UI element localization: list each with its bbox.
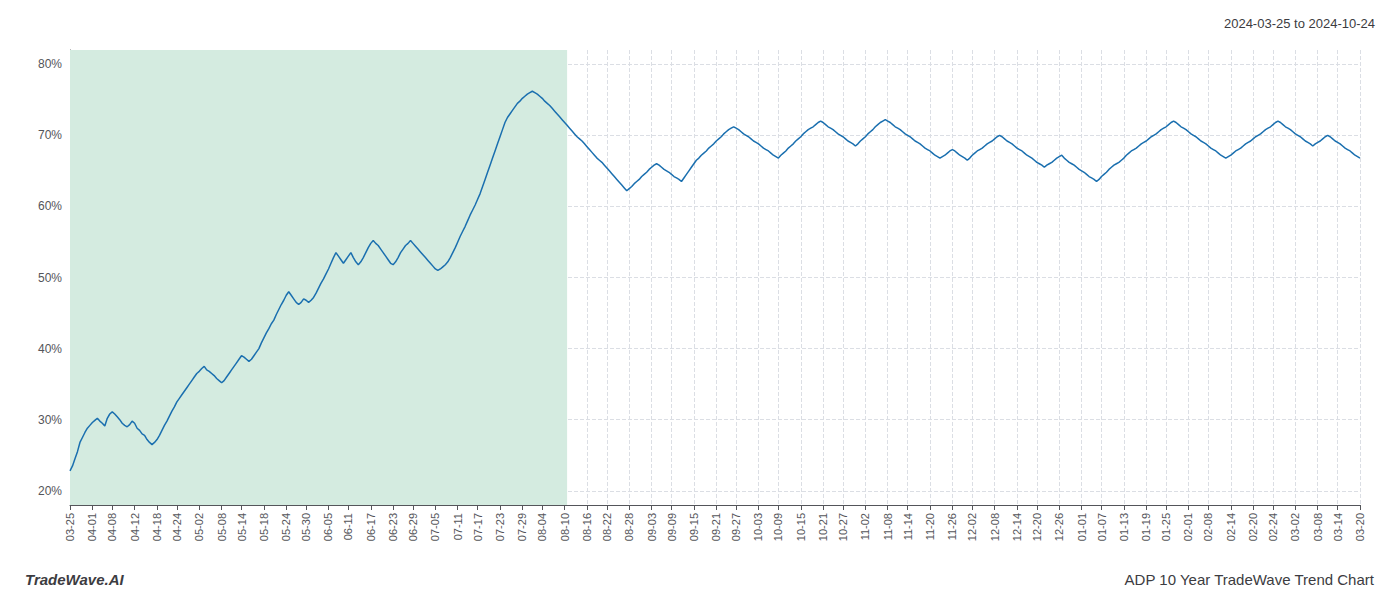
- svg-text:60%: 60%: [38, 199, 62, 213]
- svg-text:03-20: 03-20: [1354, 513, 1366, 541]
- svg-text:05-02: 05-02: [193, 513, 205, 541]
- svg-text:01-25: 01-25: [1160, 513, 1172, 541]
- svg-text:07-11: 07-11: [452, 513, 464, 540]
- svg-text:11-20: 11-20: [924, 513, 936, 540]
- svg-text:09-15: 09-15: [688, 513, 700, 541]
- svg-text:10-03: 10-03: [752, 513, 764, 541]
- svg-text:08-10: 08-10: [559, 513, 571, 541]
- svg-text:09-27: 09-27: [730, 513, 742, 541]
- svg-text:10-21: 10-21: [817, 513, 829, 541]
- svg-text:11-14: 11-14: [902, 513, 914, 540]
- svg-text:50%: 50%: [38, 271, 62, 285]
- svg-text:11-26: 11-26: [946, 513, 958, 540]
- svg-text:04-12: 04-12: [129, 513, 141, 541]
- svg-text:11-02: 11-02: [859, 513, 871, 540]
- svg-text:05-18: 05-18: [258, 513, 270, 541]
- svg-text:08-04: 08-04: [536, 513, 548, 541]
- svg-text:ADP 10 Year TradeWave Trend Ch: ADP 10 Year TradeWave Trend Chart: [1125, 571, 1375, 588]
- svg-text:12-26: 12-26: [1053, 513, 1065, 541]
- svg-text:08-22: 08-22: [601, 513, 613, 541]
- svg-text:05-08: 05-08: [216, 513, 228, 541]
- svg-text:07-05: 07-05: [429, 513, 441, 541]
- svg-text:02-24: 02-24: [1267, 513, 1279, 541]
- svg-text:06-23: 06-23: [387, 513, 399, 541]
- svg-text:02-08: 02-08: [1202, 513, 1214, 541]
- svg-text:07-17: 07-17: [472, 513, 484, 541]
- svg-text:01-19: 01-19: [1140, 513, 1152, 541]
- svg-text:05-14: 05-14: [236, 513, 248, 541]
- svg-text:05-30: 05-30: [300, 513, 312, 541]
- svg-text:06-05: 06-05: [322, 513, 334, 541]
- svg-text:10-27: 10-27: [837, 513, 849, 541]
- svg-text:07-29: 07-29: [516, 513, 528, 541]
- svg-text:08-16: 08-16: [581, 513, 593, 541]
- svg-text:09-21: 09-21: [710, 513, 722, 541]
- svg-text:04-08: 04-08: [106, 513, 118, 541]
- svg-text:01-13: 01-13: [1118, 513, 1130, 541]
- svg-text:07-23: 07-23: [494, 513, 506, 541]
- svg-text:10-09: 10-09: [772, 513, 784, 541]
- svg-text:11-08: 11-08: [882, 513, 894, 540]
- svg-text:03-25: 03-25: [64, 513, 76, 541]
- svg-text:04-24: 04-24: [171, 513, 183, 541]
- svg-text:05-24: 05-24: [280, 513, 292, 541]
- svg-text:06-29: 06-29: [407, 513, 419, 541]
- svg-text:40%: 40%: [38, 342, 62, 356]
- svg-text:01-07: 01-07: [1096, 513, 1108, 541]
- svg-text:04-01: 04-01: [86, 513, 98, 541]
- svg-text:12-02: 12-02: [966, 513, 978, 541]
- svg-text:03-02: 03-02: [1289, 513, 1301, 541]
- svg-text:08-28: 08-28: [623, 513, 635, 541]
- svg-text:10-15: 10-15: [795, 513, 807, 541]
- svg-text:30%: 30%: [38, 413, 62, 427]
- svg-text:02-20: 02-20: [1247, 513, 1259, 541]
- svg-text:02-14: 02-14: [1225, 513, 1237, 541]
- svg-text:06-11: 06-11: [342, 513, 354, 540]
- svg-text:04-18: 04-18: [151, 513, 163, 541]
- svg-text:09-03: 09-03: [646, 513, 658, 541]
- svg-text:12-08: 12-08: [989, 513, 1001, 541]
- svg-text:12-14: 12-14: [1011, 513, 1023, 541]
- svg-text:70%: 70%: [38, 128, 62, 142]
- svg-text:TradeWave.AI: TradeWave.AI: [25, 571, 124, 588]
- svg-text:01-01: 01-01: [1076, 513, 1088, 541]
- svg-text:20%: 20%: [38, 484, 62, 498]
- svg-text:2024-03-25 to 2024-10-24: 2024-03-25 to 2024-10-24: [1224, 16, 1375, 31]
- svg-text:03-14: 03-14: [1332, 513, 1344, 541]
- svg-text:03-08: 03-08: [1312, 513, 1324, 541]
- svg-text:12-20: 12-20: [1031, 513, 1043, 541]
- svg-text:02-01: 02-01: [1182, 513, 1194, 541]
- svg-text:80%: 80%: [38, 57, 62, 71]
- svg-text:09-09: 09-09: [666, 513, 678, 541]
- svg-text:06-17: 06-17: [365, 513, 377, 541]
